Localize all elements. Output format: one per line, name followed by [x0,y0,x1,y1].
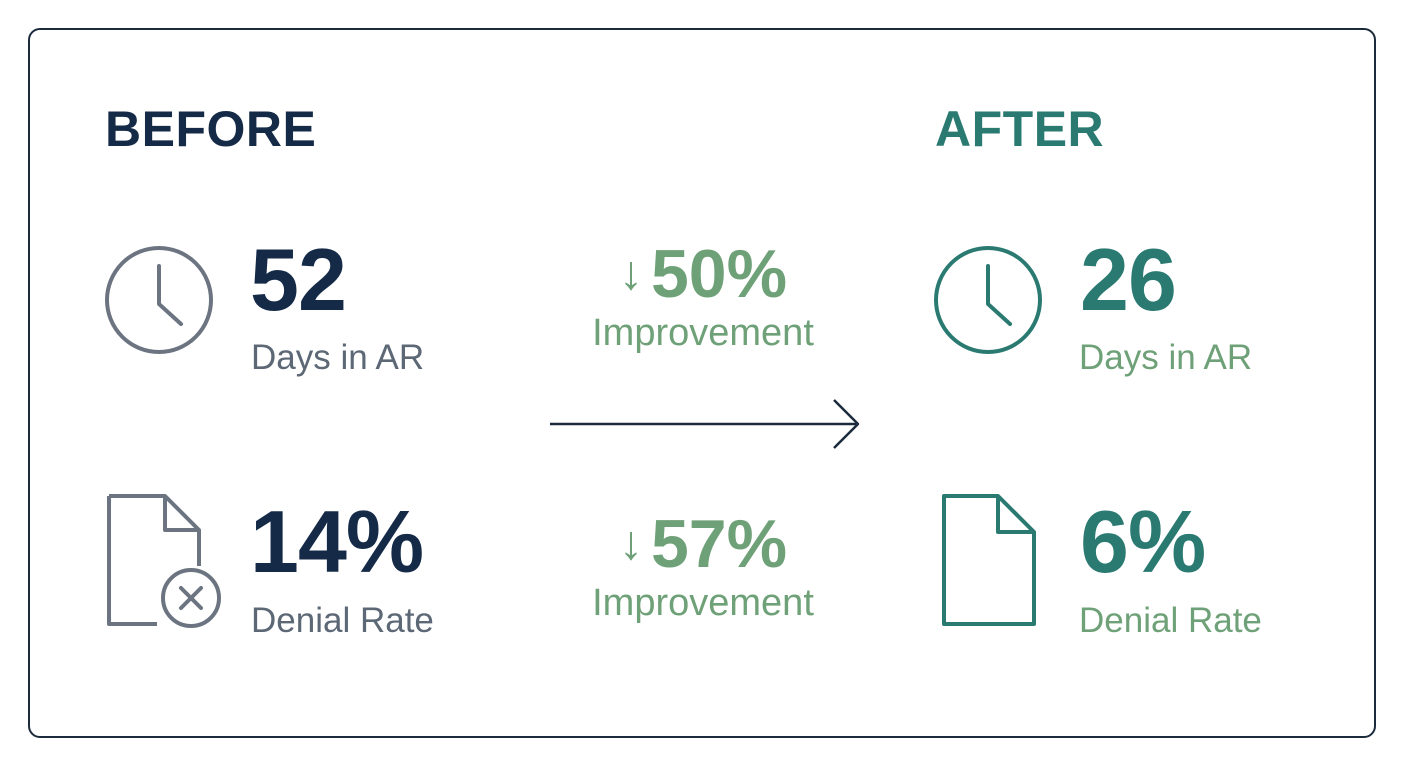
comparison-card [28,28,1376,738]
right-arrow-icon [550,399,860,449]
clock-icon [105,246,213,354]
after-heading: AFTER [935,101,1105,157]
improvement-denial: ↓ 57% Improvement [553,510,853,622]
improvement-percent: 50% [650,236,788,312]
after-days-value: 26 [1080,230,1177,329]
before-heading: BEFORE [105,101,317,157]
before-denial-label: Denial Rate [251,601,434,640]
improvement-days: ↓ 50% Improvement [553,240,853,352]
down-arrow-icon: ↓ [618,517,643,570]
down-arrow-icon: ↓ [618,247,643,300]
before-days-label: Days in AR [251,338,425,377]
document-icon [942,494,1036,626]
improvement-label: Improvement [592,582,814,624]
after-denial-value: 6% [1080,492,1206,591]
before-days-value: 52 [250,230,347,329]
improvement-label: Improvement [592,312,814,354]
before-denial-value: 14% [250,492,424,591]
clock-icon [934,246,1042,354]
document-error-icon [107,494,221,628]
improvement-percent: 57% [650,506,788,582]
after-days-label: Days in AR [1079,338,1253,377]
after-denial-label: Denial Rate [1079,601,1262,640]
